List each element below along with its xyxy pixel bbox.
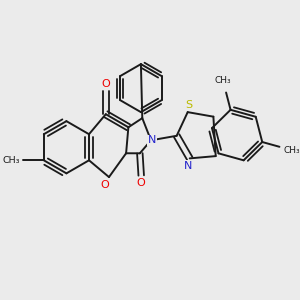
Text: O: O xyxy=(101,79,110,89)
Text: S: S xyxy=(185,100,193,110)
Text: O: O xyxy=(137,178,146,188)
Text: CH₃: CH₃ xyxy=(3,156,20,165)
Text: O: O xyxy=(100,180,109,190)
Text: N: N xyxy=(184,161,193,171)
Text: CH₃: CH₃ xyxy=(283,146,300,154)
Text: N: N xyxy=(148,135,157,145)
Text: CH₃: CH₃ xyxy=(215,76,231,85)
